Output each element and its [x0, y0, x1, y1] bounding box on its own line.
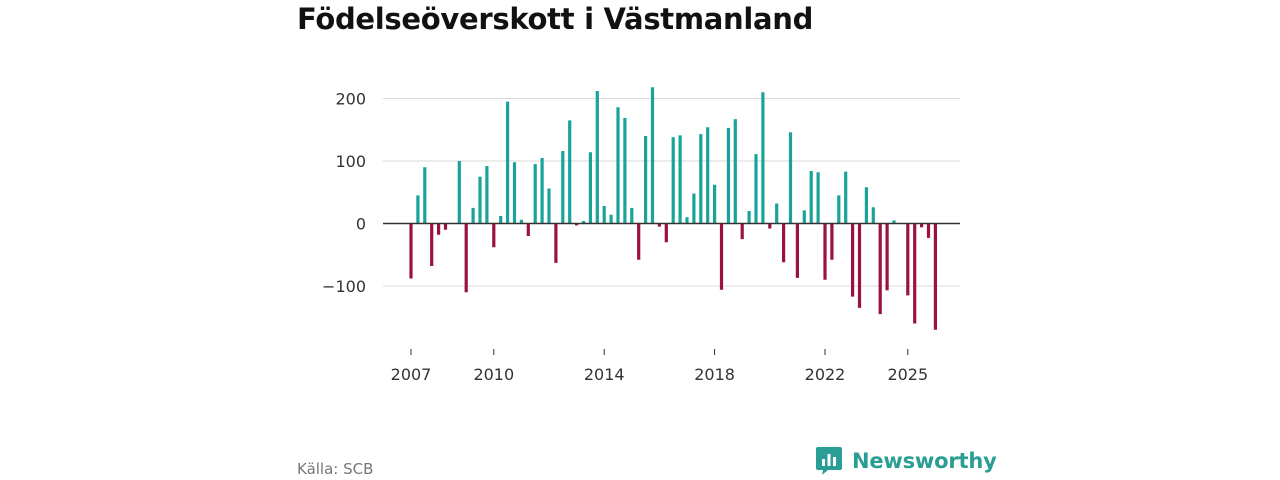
- bar: [830, 223, 834, 260]
- bar: [871, 207, 875, 224]
- bar: [906, 223, 910, 296]
- y-tick-label: 0: [356, 215, 366, 234]
- bar: [457, 161, 461, 224]
- bar: [437, 223, 441, 235]
- bar: [920, 223, 924, 228]
- chart-title: Födelseöverskott i Västmanland: [297, 2, 814, 36]
- bar: [768, 223, 772, 229]
- bar: [913, 223, 917, 324]
- bar: [423, 167, 427, 224]
- bar: [409, 223, 413, 279]
- bar: [851, 223, 855, 297]
- bar: [602, 206, 606, 224]
- x-tick-label: 2022: [805, 365, 846, 384]
- bar: [533, 164, 537, 224]
- bar: [713, 184, 717, 224]
- bar: [775, 203, 779, 224]
- bar: [623, 117, 627, 224]
- bar: [664, 223, 668, 243]
- bar-chart: 200 100 0 −100 2007 2010 2014 2018 2022 2025: [322, 87, 960, 384]
- bar: [478, 176, 482, 224]
- bars: [409, 87, 937, 330]
- bar: [699, 134, 703, 224]
- bar: [630, 207, 634, 224]
- bar: [892, 220, 896, 224]
- bar: [492, 223, 496, 248]
- bar: [430, 223, 434, 266]
- grid-lines: [383, 98, 960, 287]
- bar: [540, 157, 544, 224]
- bar: [526, 223, 530, 236]
- newsworthy-brand: Newsworthy: [815, 446, 997, 476]
- bar: [416, 195, 420, 224]
- y-tick-label: 200: [335, 90, 366, 109]
- bar: [733, 119, 737, 224]
- bar: [692, 193, 696, 224]
- x-tick-label: 2014: [584, 365, 625, 384]
- bar: [706, 127, 710, 224]
- newsworthy-logo-icon: [816, 447, 842, 475]
- bar: [464, 223, 468, 293]
- x-tick-label: 2010: [473, 365, 514, 384]
- bar: [809, 171, 813, 224]
- bar: [568, 120, 572, 224]
- bar: [857, 223, 862, 308]
- bar: [588, 152, 592, 224]
- bar: [754, 154, 758, 224]
- bar: [761, 92, 765, 224]
- bar: [609, 214, 613, 224]
- bar: [844, 171, 848, 224]
- y-axis-labels: 200 100 0 −100: [322, 90, 366, 297]
- bar: [443, 223, 448, 230]
- bar: [595, 91, 599, 224]
- bar: [650, 87, 655, 224]
- bar: [671, 137, 675, 224]
- bar: [678, 135, 682, 224]
- bar: [644, 136, 648, 224]
- bar: [616, 107, 620, 224]
- bar: [554, 223, 558, 263]
- bar: [581, 221, 586, 224]
- bar: [685, 217, 689, 224]
- bar: [512, 162, 517, 224]
- bar: [519, 219, 523, 224]
- x-tick-label: 2025: [887, 365, 928, 384]
- bar: [485, 166, 489, 224]
- bar: [782, 223, 786, 263]
- bar: [795, 223, 799, 278]
- source-note: Källa: SCB: [297, 460, 374, 478]
- bar: [637, 223, 641, 260]
- bar: [823, 223, 827, 280]
- bar: [547, 188, 551, 224]
- bar: [740, 223, 744, 240]
- bar: [788, 132, 793, 224]
- bar: [802, 210, 806, 224]
- bar: [726, 127, 730, 224]
- bar: [747, 211, 751, 224]
- bar: [575, 223, 579, 226]
- bar: [878, 223, 882, 315]
- y-tick-label: −100: [322, 277, 366, 296]
- bar: [864, 187, 868, 224]
- bar: [719, 223, 724, 290]
- bar: [561, 151, 565, 224]
- bar: [926, 223, 931, 238]
- brand-name: Newsworthy: [852, 449, 997, 473]
- bar: [657, 223, 661, 227]
- bar: [933, 223, 937, 330]
- bar: [837, 195, 841, 224]
- x-tick-label: 2007: [391, 365, 432, 384]
- bar: [499, 216, 503, 224]
- bar: [471, 207, 475, 224]
- x-axis: 2007 2010 2014 2018 2022 2025: [383, 222, 960, 384]
- bar: [816, 172, 820, 224]
- bar: [506, 101, 510, 224]
- x-tick-label: 2018: [694, 365, 735, 384]
- y-tick-label: 100: [335, 152, 366, 171]
- bar: [885, 223, 889, 291]
